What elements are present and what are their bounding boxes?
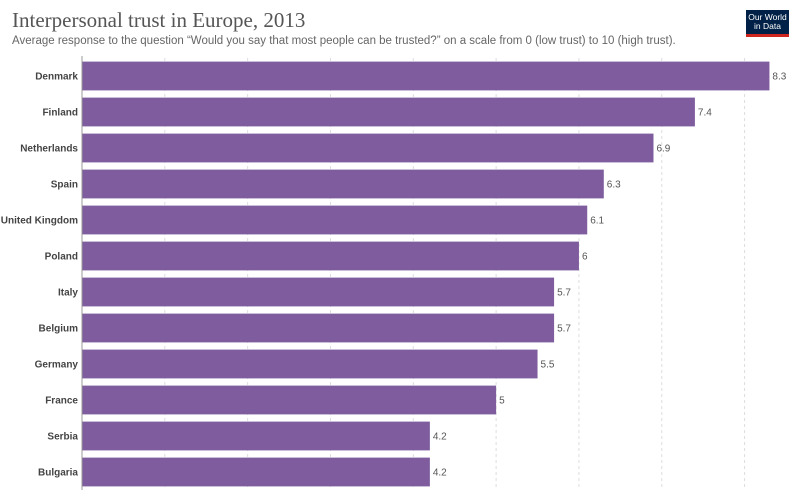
category-label: Italy <box>58 288 78 299</box>
category-label: Serbia <box>47 432 78 443</box>
category-label: France <box>45 396 78 407</box>
category-label: United Kingdom <box>1 216 78 227</box>
bar-denmark[interactable] <box>82 61 770 91</box>
bar-belgium[interactable] <box>82 313 555 343</box>
category-label: Bulgaria <box>38 468 78 479</box>
bar-france[interactable] <box>82 385 497 415</box>
owid-logo[interactable]: Our World in Data <box>746 10 789 37</box>
value-label: 6.3 <box>607 180 621 191</box>
category-label: Germany <box>35 360 79 371</box>
bar-finland[interactable] <box>82 97 695 127</box>
bar-united-kingdom[interactable] <box>82 205 588 235</box>
value-label: 8.3 <box>772 72 786 83</box>
bar-serbia[interactable] <box>82 421 430 451</box>
chart-subtitle: Average response to the question “Would … <box>12 35 676 47</box>
value-label: 6 <box>582 252 588 263</box>
category-label: Poland <box>45 252 78 263</box>
category-label: Denmark <box>35 72 78 83</box>
category-label: Netherlands <box>20 144 78 155</box>
value-label: 4.2 <box>433 468 447 479</box>
bar-netherlands[interactable] <box>82 133 654 163</box>
value-label: 7.4 <box>698 108 712 119</box>
bar-germany[interactable] <box>82 349 538 379</box>
value-label: 6.9 <box>656 144 670 155</box>
logo-text: Our World in Data <box>748 12 787 31</box>
value-label: 5.7 <box>557 324 571 335</box>
value-label: 4.2 <box>433 432 447 443</box>
category-label: Spain <box>51 180 78 191</box>
value-label: 6.1 <box>590 216 604 227</box>
bar-bulgaria[interactable] <box>82 457 430 487</box>
value-label: 5.7 <box>557 288 571 299</box>
logo-accent-bar <box>746 34 789 37</box>
chart-title: Interpersonal trust in Europe, 2013 <box>12 8 306 32</box>
value-label: 5.5 <box>541 360 555 371</box>
bar-spain[interactable] <box>82 169 604 199</box>
bar-poland[interactable] <box>82 241 579 271</box>
category-label: Finland <box>42 108 78 119</box>
value-label: 5 <box>499 396 505 407</box>
bar-italy[interactable] <box>82 277 555 307</box>
category-label: Belgium <box>39 324 79 335</box>
